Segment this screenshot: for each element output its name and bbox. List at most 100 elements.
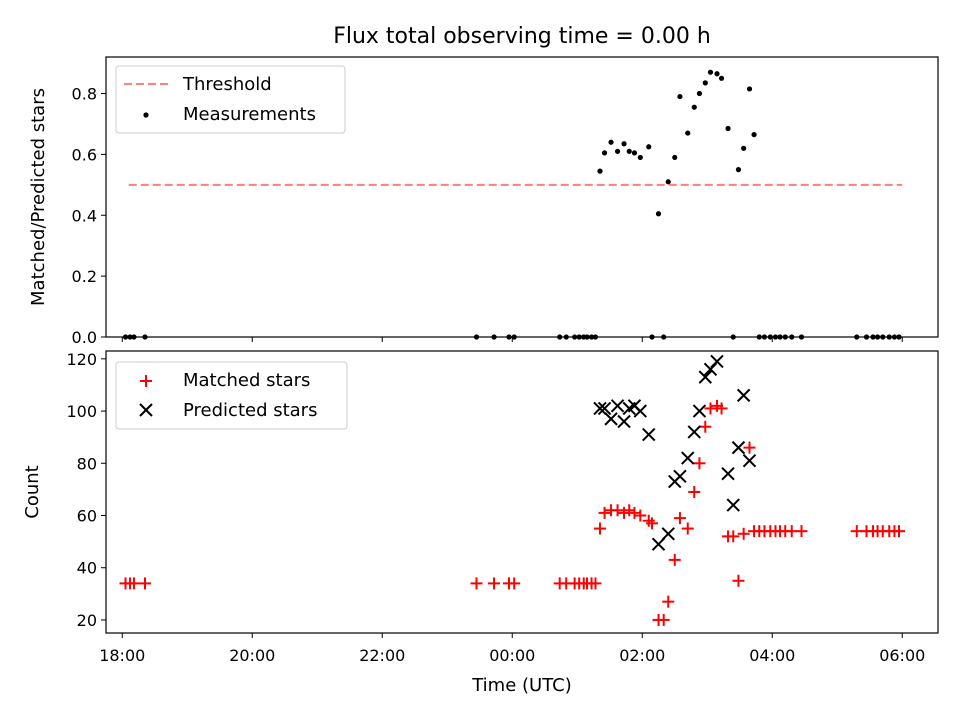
x-tick-label: 02:00 [619, 646, 665, 665]
measurement-point [896, 334, 902, 340]
matched-star-point [732, 574, 745, 587]
measurements-legend-swatch [143, 112, 149, 118]
x-tick-label: 18:00 [99, 646, 145, 665]
predicted-star-point [597, 401, 612, 416]
measurement-point [637, 154, 643, 161]
measurement-point [761, 334, 768, 340]
measurement-point [127, 334, 133, 340]
predicted-legend-label: Predicted stars [183, 400, 317, 421]
measurement-point [661, 334, 667, 340]
measurement-point [131, 334, 137, 340]
matched-star-point [127, 577, 140, 590]
measurement-point [592, 334, 599, 340]
predicted-star-point [731, 440, 746, 455]
measurement-point [696, 90, 703, 97]
predicted-star-point [661, 527, 675, 541]
measurement-point [691, 104, 697, 110]
measurement-point [646, 144, 652, 150]
chart-title: Flux total observing time = 0.00 h [333, 24, 711, 49]
matched-star-point [470, 577, 483, 590]
predicted-star-point [736, 388, 751, 403]
y-tick-label: 100 [66, 402, 97, 421]
matched-star-point [508, 577, 521, 590]
measurement-point [880, 334, 886, 340]
x-tick-label: 00:00 [489, 646, 535, 665]
measurement-point [511, 334, 517, 340]
matched-star-point [893, 525, 905, 538]
predicted-legend-swatch [139, 403, 153, 417]
y-tick-label: 0.2 [72, 267, 97, 286]
measurement-point [789, 334, 795, 340]
y-tick-label: 60 [77, 507, 97, 526]
measurement-point [751, 132, 757, 138]
top-legend: Threshold Measurements [115, 65, 346, 134]
measurement-point [685, 130, 691, 136]
predicted-star-point [698, 370, 713, 384]
x-tick-label: 22:00 [359, 646, 405, 665]
measurement-point [631, 150, 638, 156]
measurement-point [626, 148, 632, 154]
measurement-point [718, 75, 725, 81]
measurement-point [677, 93, 683, 100]
matched-star-point [634, 509, 647, 522]
matched-star-point [611, 504, 624, 517]
measurement-point [506, 334, 512, 340]
matched-star-point [737, 527, 750, 540]
predicted-star-point [673, 469, 687, 484]
measurement-point [672, 154, 678, 161]
measurements-legend-label: Measurements [183, 104, 316, 125]
matched-legend-swatch [140, 375, 152, 387]
measurement-point [557, 334, 563, 340]
plot-frame [105, 56, 939, 338]
matched-star-point [668, 553, 681, 566]
matched-legend-label: Matched stars [183, 370, 310, 391]
measurement-point [491, 334, 497, 340]
legend-frame [115, 65, 346, 134]
measurement-point [572, 334, 578, 340]
measurement-point [588, 334, 595, 340]
predicted-star-point [593, 401, 607, 416]
predicted-star-point [651, 537, 666, 551]
predicted-star-point [610, 399, 625, 413]
y-tick-label: 0.6 [72, 145, 97, 164]
measurement-point [649, 334, 655, 340]
matched-star-point [646, 517, 658, 530]
measurement-point [714, 71, 720, 77]
measurement-point [767, 334, 773, 340]
measurement-point [655, 211, 662, 217]
matched-star-point [594, 522, 606, 535]
matched-star-point [795, 525, 808, 538]
matched-star-point [623, 504, 636, 517]
matched-star-point [488, 577, 501, 590]
bottom-axes: 20 40 60 80 100 120 18:00 20:00 22:00 00:00 02:00 0… [66, 350, 939, 665]
threshold-legend-label: Threshold [182, 74, 272, 95]
measurement-point [122, 334, 129, 340]
x-tick-label: 06:00 [879, 646, 925, 665]
matched-star-point [673, 512, 686, 525]
measurement-point [891, 334, 898, 340]
measurement-point [702, 80, 708, 86]
y-tick-label: 0.4 [72, 206, 97, 225]
measurement-point [473, 334, 480, 340]
measurement-point [772, 334, 779, 340]
measurement-point [576, 334, 582, 340]
predicted-star-point [633, 404, 648, 418]
matched-star-point [662, 595, 675, 608]
matched-star-point [704, 402, 717, 415]
y-tick-label: 40 [77, 559, 97, 578]
measurement-point [621, 141, 627, 147]
matched-star-point [715, 402, 728, 415]
x-tick-label: 04:00 [749, 646, 795, 665]
measurement-point [854, 334, 860, 340]
x-axis-label: Time (UTC) [471, 675, 572, 696]
matched-star-point [688, 486, 701, 498]
predicted-star-point [681, 451, 695, 465]
matched-star-point [589, 577, 602, 590]
bottom-legend: Matched stars Predicted stars [115, 361, 348, 430]
matched-star-point [618, 506, 631, 519]
bottom-y-axis-label: Count [22, 465, 43, 518]
predicted-star-point [742, 453, 757, 468]
measurement-point [584, 334, 590, 340]
measurement-point [756, 334, 762, 340]
